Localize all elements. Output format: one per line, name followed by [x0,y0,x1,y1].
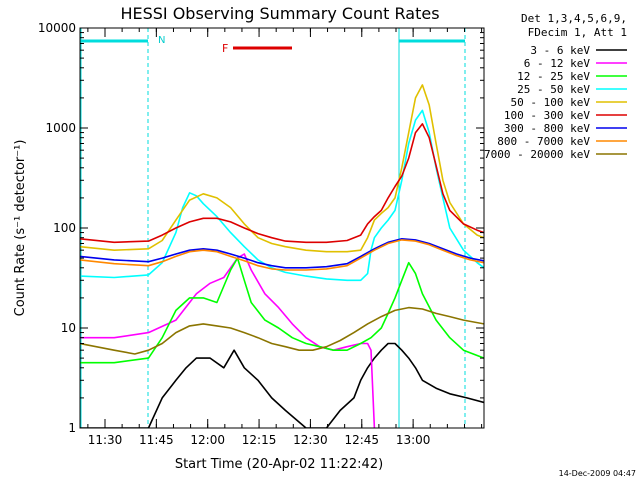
footer-date: 14-Dec-2009 04:47 [559,469,636,478]
x-tick-label: 12:45 [344,433,379,447]
legend-entry-label: 6 - 12 keV [524,57,591,70]
legend-entry-label: 300 - 800 keV [504,122,590,135]
y-tick-label: 1 [68,421,76,435]
x-tick-label: 12:00 [190,433,225,447]
x-axis-label: Start Time (20-Apr-02 11:22:42) [175,457,383,472]
flare-label: F [222,42,228,55]
legend-entry-label: 3 - 6 keV [530,44,590,57]
x-tick-label: 13:00 [396,433,431,447]
legend-entry-label: 25 - 50 keV [517,83,590,96]
series-line [80,238,484,269]
legend-entry-label: 100 - 300 keV [504,109,590,122]
x-tick-label: 12:15 [242,433,277,447]
series-layer [80,84,484,428]
chart-title: HESSI Observing Summary Count Rates [120,4,439,23]
x-tick-label: 12:30 [293,433,328,447]
legend-header-line-2: FDecim 1, Att 1 [528,26,627,39]
y-axis: 1 10 100 1000 10000 [38,21,484,435]
series-line [80,84,484,253]
legend-entry-label: 7000 - 20000 keV [484,148,590,161]
x-tick-label: 11:45 [139,433,174,447]
y-tick-label: 1000 [45,121,76,135]
x-tick-label: 11:30 [88,433,123,447]
y-axis-label: Count Rate (s⁻¹ detector⁻¹) [13,140,28,317]
series-line [80,257,484,364]
series-line [80,109,484,282]
series-line [80,306,484,355]
legend-header-line-1: Det 1,3,4,5,6,9, [521,12,627,25]
night-markers [80,28,466,428]
legend-entry-label: 800 - 7000 keV [497,135,590,148]
series-line [80,239,484,271]
series-line [80,342,484,428]
legend-entry-label: 50 - 100 keV [511,96,591,109]
y-tick-label: 100 [53,221,76,235]
y-tick-label: 10 [61,321,76,335]
series-line [80,253,376,428]
series-line [80,123,484,244]
x-axis: 11:30 11:45 12:00 12:15 12:30 12:45 13:00 [87,28,483,447]
legend: Det 1,3,4,5,6,9, FDecim 1, Att 1 3 - 6 k… [484,12,627,161]
legend-entry-label: 12 - 25 keV [517,70,590,83]
y-tick-label: 10000 [38,21,76,35]
night-label: N [158,35,165,46]
plot-area: 1 10 100 1000 10000 11:30 11:45 12:00 12:15 12:3… [38,21,485,447]
